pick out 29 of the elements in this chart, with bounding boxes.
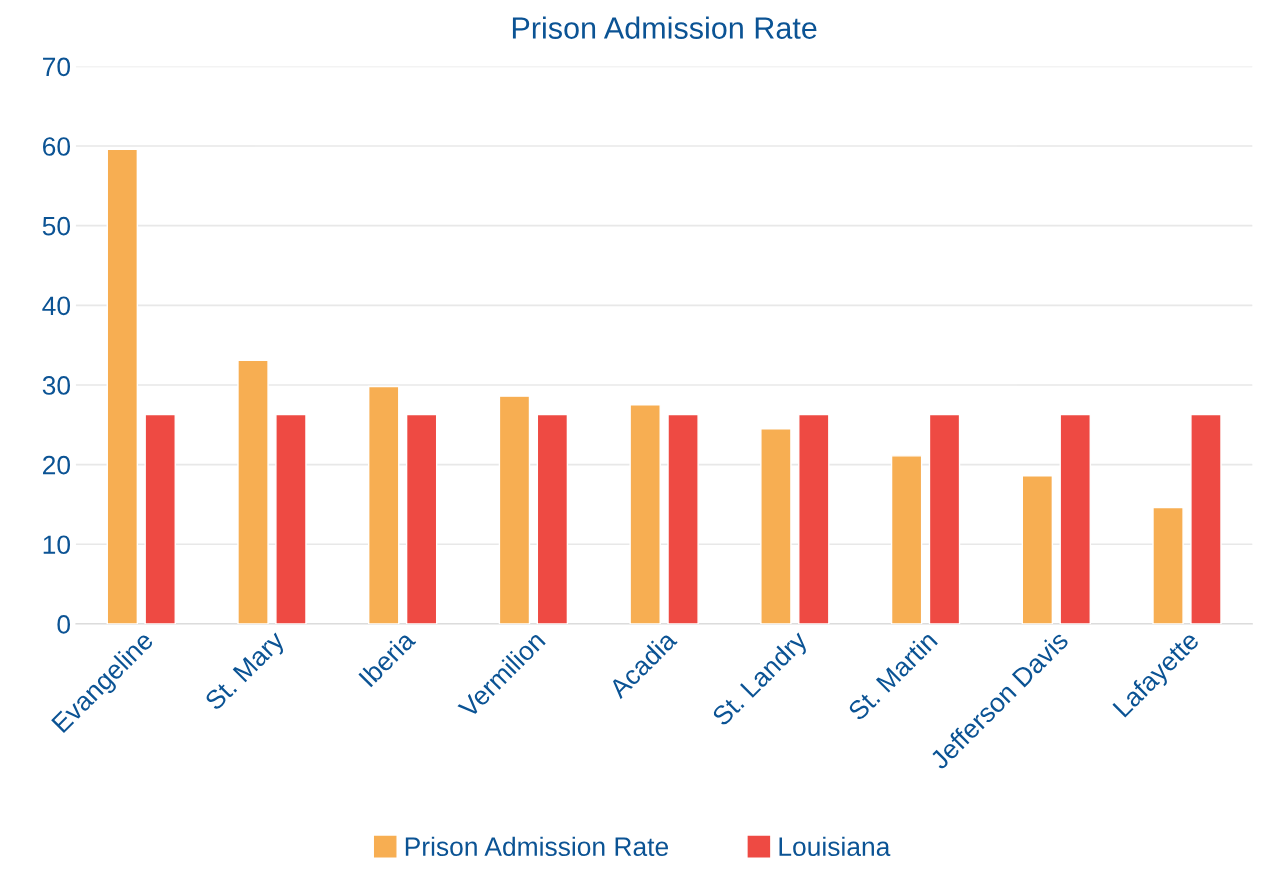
bar xyxy=(237,359,269,624)
bar xyxy=(1190,413,1222,624)
y-tick-label: 70 xyxy=(43,57,71,77)
legend-label: Louisiana xyxy=(779,836,891,857)
bar xyxy=(144,413,176,624)
bar xyxy=(667,413,699,624)
y-tick-label: 30 xyxy=(42,376,71,395)
y-tick-label: 0 xyxy=(57,615,71,634)
legend-label: Prison Admission Rate xyxy=(405,836,668,857)
bar xyxy=(890,455,923,624)
bar xyxy=(536,413,569,624)
y-tick-label: 20 xyxy=(43,455,71,475)
bar xyxy=(498,395,531,624)
y-tick-label: 10 xyxy=(43,535,71,555)
bar xyxy=(760,428,792,624)
bar xyxy=(368,385,400,624)
bar xyxy=(1152,506,1184,624)
y-tick-label: 50 xyxy=(42,216,71,236)
y-tick-label: 40 xyxy=(42,296,71,316)
bar xyxy=(1059,413,1091,624)
bar xyxy=(106,148,139,624)
bar xyxy=(629,404,661,624)
y-tick-label: 60 xyxy=(43,137,71,156)
bar xyxy=(798,413,830,624)
bar xyxy=(275,413,307,624)
bar xyxy=(405,413,438,624)
bar xyxy=(1021,475,1054,624)
bar xyxy=(928,413,961,624)
chart-title: Prison Admission Rate xyxy=(512,16,817,39)
